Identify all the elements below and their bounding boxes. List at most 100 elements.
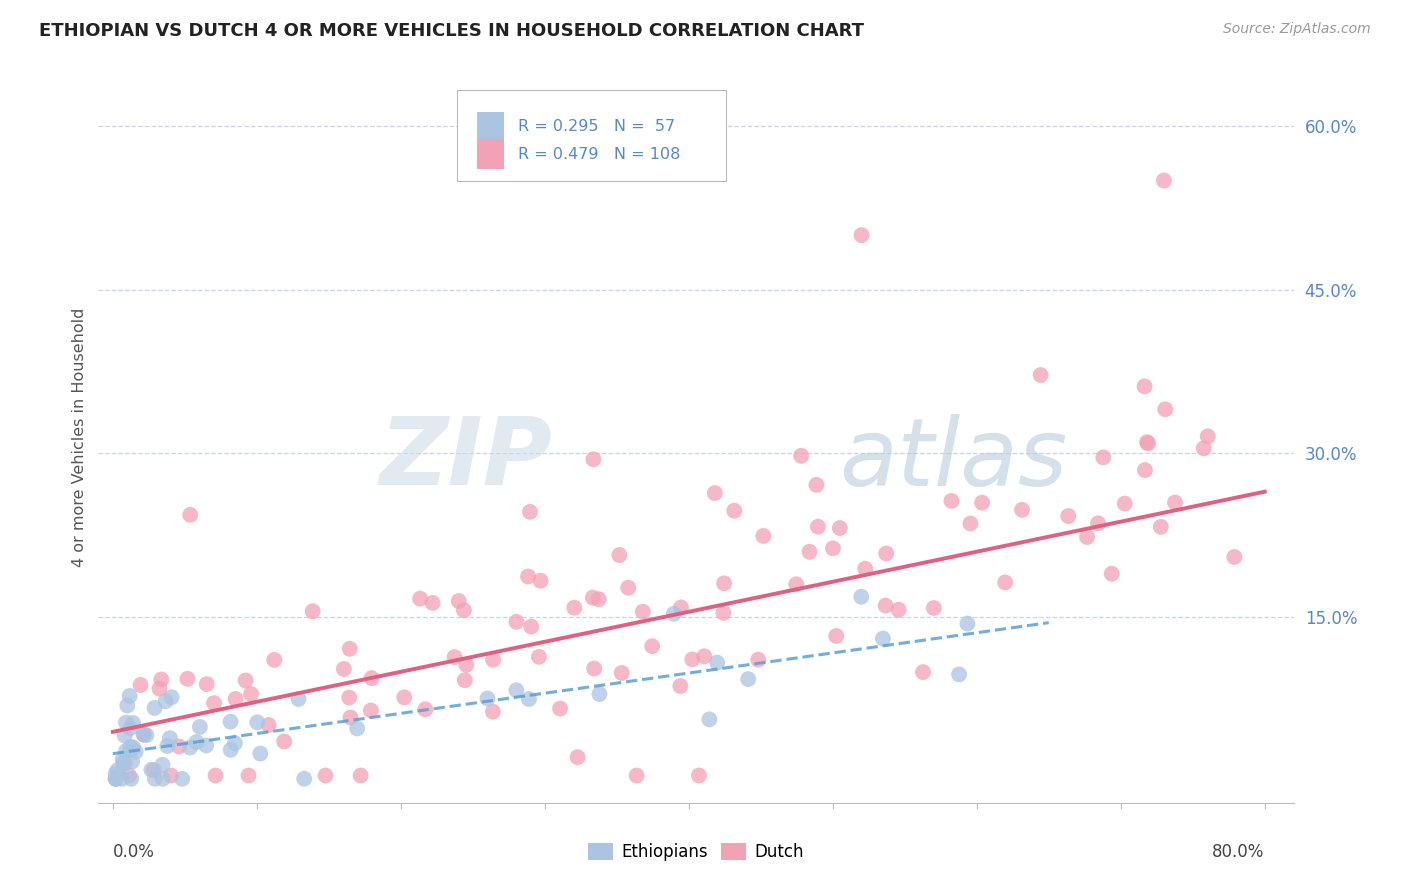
Point	[179, 740, 201, 755]
Point	[911, 665, 934, 679]
Point	[114, 756, 136, 771]
Point	[520, 619, 543, 633]
Point	[527, 649, 550, 664]
Point	[1154, 402, 1177, 417]
Point	[120, 772, 142, 786]
Point	[693, 649, 716, 664]
Point	[257, 718, 280, 732]
Text: ZIP: ZIP	[380, 413, 553, 505]
Point	[713, 606, 735, 620]
Point	[706, 656, 728, 670]
Point	[120, 721, 142, 735]
Point	[240, 687, 263, 701]
Point	[959, 516, 981, 531]
Point	[1133, 463, 1156, 477]
Point	[970, 496, 993, 510]
Point	[482, 705, 505, 719]
Point	[409, 591, 432, 606]
Point	[806, 478, 828, 492]
Point	[1197, 429, 1219, 443]
Point	[799, 545, 821, 559]
Point	[453, 603, 475, 617]
Point	[202, 696, 225, 710]
Point	[176, 672, 198, 686]
Point	[195, 677, 218, 691]
Point	[292, 772, 315, 786]
Point	[263, 653, 285, 667]
Point	[1092, 450, 1115, 465]
Point	[456, 657, 478, 672]
Point	[626, 768, 648, 782]
Point	[582, 452, 605, 467]
Point	[159, 731, 181, 746]
Point	[617, 581, 640, 595]
Point	[124, 745, 146, 759]
Point	[179, 508, 201, 522]
Point	[111, 772, 134, 786]
Point	[1153, 173, 1175, 187]
Point	[186, 735, 208, 749]
Point	[104, 772, 127, 786]
Point	[548, 701, 571, 715]
Point	[785, 577, 807, 591]
Point	[956, 616, 979, 631]
Point	[482, 653, 505, 667]
Point	[790, 449, 813, 463]
Point	[505, 683, 527, 698]
FancyBboxPatch shape	[477, 139, 503, 169]
Point	[1150, 520, 1173, 534]
Point	[454, 673, 477, 688]
Point	[148, 681, 170, 696]
Point	[118, 768, 141, 782]
Point	[143, 701, 166, 715]
Point	[122, 740, 145, 755]
Point	[115, 715, 138, 730]
FancyBboxPatch shape	[457, 90, 725, 181]
Point	[447, 594, 470, 608]
Point	[588, 592, 610, 607]
Point	[588, 687, 610, 701]
Point	[1114, 497, 1136, 511]
Point	[851, 590, 873, 604]
Point	[631, 605, 654, 619]
Point	[120, 739, 142, 754]
Point	[238, 768, 260, 782]
Text: R = 0.295   N =  57: R = 0.295 N = 57	[517, 119, 675, 134]
Point	[152, 772, 174, 786]
Point	[948, 667, 970, 681]
Point	[567, 750, 589, 764]
Point	[112, 756, 135, 771]
Y-axis label: 4 or more Vehicles in Household: 4 or more Vehicles in Household	[72, 308, 87, 566]
Point	[699, 712, 721, 726]
Point	[519, 505, 541, 519]
Point	[135, 728, 157, 742]
Point	[1057, 509, 1080, 524]
Point	[315, 768, 337, 782]
Point	[155, 694, 177, 708]
Point	[122, 716, 145, 731]
Point	[853, 562, 876, 576]
Point	[339, 641, 361, 656]
Point	[1087, 516, 1109, 531]
Point	[669, 679, 692, 693]
Point	[1137, 436, 1160, 450]
FancyBboxPatch shape	[477, 112, 503, 141]
Point	[219, 714, 242, 729]
Legend: Ethiopians, Dutch: Ethiopians, Dutch	[581, 836, 811, 868]
Point	[339, 710, 361, 724]
Text: atlas: atlas	[839, 414, 1067, 505]
Point	[104, 772, 127, 786]
Point	[246, 715, 269, 730]
Point	[107, 763, 129, 777]
Point	[583, 662, 606, 676]
Point	[887, 603, 910, 617]
Point	[477, 691, 499, 706]
Point	[994, 575, 1017, 590]
Point	[941, 494, 963, 508]
Point	[1192, 442, 1215, 456]
Text: 0.0%: 0.0%	[112, 843, 155, 861]
Point	[114, 729, 136, 743]
Point	[828, 521, 851, 535]
Point	[703, 486, 725, 500]
Point	[111, 752, 134, 766]
